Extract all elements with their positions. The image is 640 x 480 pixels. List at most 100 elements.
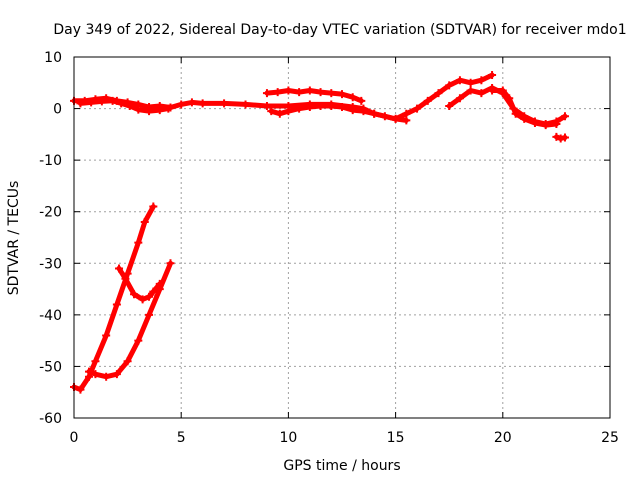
- data-point: [149, 202, 158, 211]
- data-point: [370, 109, 379, 118]
- series-arc-7: [268, 103, 409, 123]
- data-point: [130, 290, 139, 299]
- data-point: [273, 88, 282, 97]
- data-point: [262, 101, 271, 110]
- y-tick-label: -20: [39, 205, 62, 221]
- y-axis-label: SDTVAR / TECUs: [6, 181, 22, 296]
- data-point: [316, 88, 325, 97]
- data-point: [97, 97, 106, 106]
- y-tick-label: -10: [39, 153, 62, 169]
- data-point: [357, 96, 366, 105]
- data-point: [359, 107, 368, 116]
- data-point: [466, 78, 475, 87]
- data-point: [177, 100, 186, 109]
- series-arc-2: [86, 260, 173, 380]
- x-tick-label: 15: [387, 430, 405, 446]
- data-point: [241, 100, 250, 109]
- data-point: [134, 105, 143, 114]
- data-point: [338, 103, 346, 112]
- data-point: [91, 370, 100, 379]
- data-point: [305, 86, 314, 95]
- x-tick-label: 5: [177, 430, 186, 446]
- data-point: [560, 133, 569, 142]
- data-point: [91, 357, 100, 366]
- data-point: [198, 99, 207, 108]
- data-point: [316, 101, 325, 110]
- data-point: [267, 107, 276, 116]
- data-point: [134, 336, 143, 345]
- data-point: [305, 103, 314, 112]
- data-point: [76, 99, 85, 108]
- data-point: [413, 104, 422, 113]
- y-tick-label: 0: [53, 102, 62, 118]
- data-point: [166, 259, 175, 268]
- data-series: [70, 71, 569, 394]
- data-point: [505, 94, 514, 103]
- data-point: [445, 81, 454, 90]
- data-point: [402, 116, 411, 125]
- data-point: [455, 94, 464, 103]
- data-point: [488, 86, 497, 95]
- x-tick-label: 20: [494, 430, 512, 446]
- data-point: [115, 264, 124, 273]
- data-point: [123, 357, 132, 366]
- data-point: [520, 114, 529, 123]
- data-point: [155, 106, 164, 115]
- data-point: [477, 76, 486, 85]
- x-tick-label: 25: [601, 430, 619, 446]
- data-point: [85, 367, 94, 376]
- x-tick-label: 0: [70, 430, 79, 446]
- axis-ticks: 0 5 10 15 20 25 10 0 -10 -20 -30 -40 -50 -60: [39, 50, 619, 446]
- series-arc-1: [71, 204, 156, 393]
- data-point: [327, 89, 336, 98]
- x-tick-label: 10: [279, 430, 297, 446]
- data-point: [164, 104, 173, 113]
- data-point: [434, 89, 443, 98]
- data-point: [102, 331, 111, 340]
- data-point: [117, 99, 126, 108]
- data-point: [560, 112, 569, 121]
- y-tick-label: 10: [44, 50, 62, 66]
- data-point: [338, 90, 346, 99]
- data-point: [541, 121, 550, 130]
- data-point: [134, 238, 143, 247]
- data-point: [327, 101, 336, 110]
- data-point: [262, 89, 271, 98]
- data-point: [423, 96, 432, 105]
- data-point: [284, 86, 293, 95]
- data-point: [348, 93, 357, 102]
- data-point: [402, 109, 411, 118]
- data-point: [138, 295, 147, 304]
- x-axis-label: GPS time / hours: [283, 458, 400, 474]
- series-arc-5: [77, 98, 171, 114]
- data-point: [498, 86, 507, 95]
- data-point: [275, 109, 284, 118]
- data-point: [295, 104, 304, 113]
- data-point: [552, 132, 561, 141]
- data-point: [187, 98, 196, 107]
- series-arc-6: [264, 88, 364, 104]
- data-point: [380, 112, 389, 121]
- data-point: [552, 120, 561, 129]
- data-point: [125, 101, 134, 110]
- data-point: [121, 274, 130, 283]
- data-point: [112, 300, 121, 309]
- data-point: [76, 385, 85, 394]
- data-point: [466, 86, 475, 95]
- data-point: [445, 101, 454, 110]
- data-point: [145, 292, 154, 301]
- data-point: [140, 218, 149, 227]
- y-tick-label: -60: [39, 411, 62, 427]
- data-point: [149, 287, 158, 296]
- data-point: [556, 134, 565, 143]
- data-point: [155, 279, 164, 288]
- data-point: [511, 109, 520, 118]
- data-point: [477, 89, 486, 98]
- data-point: [348, 106, 357, 115]
- data-point: [295, 88, 304, 97]
- y-tick-label: -50: [39, 359, 62, 375]
- data-point: [87, 98, 96, 107]
- chart-title: Day 349 of 2022, Sidereal Day-to-day VTE…: [53, 22, 626, 38]
- data-point: [488, 71, 497, 80]
- data-point: [220, 99, 229, 108]
